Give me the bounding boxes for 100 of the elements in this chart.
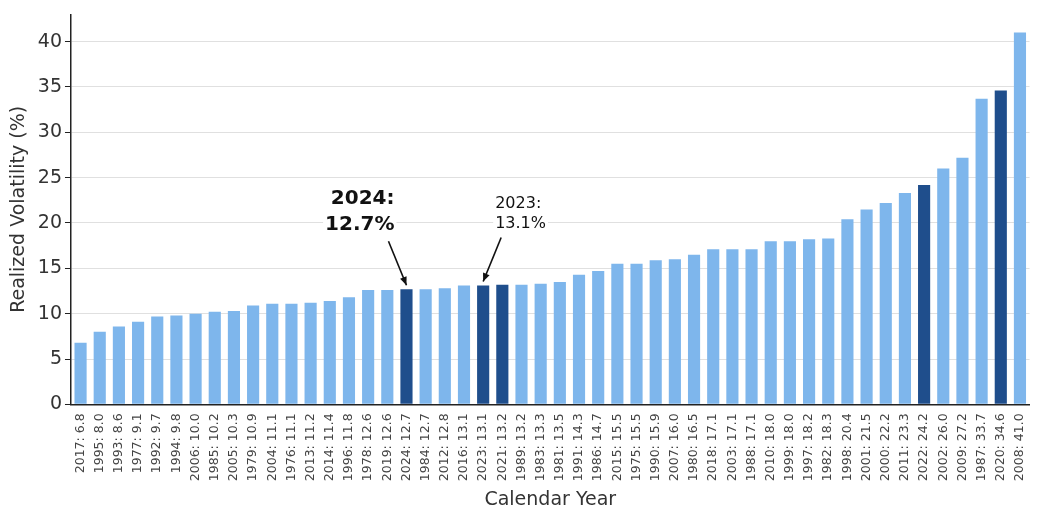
- x-tick-label: 1994: 9.8: [167, 413, 183, 474]
- bar: [572, 274, 586, 404]
- x-tick-label: 2001: 21.5: [857, 413, 873, 482]
- x-tick-label: 2011: 23.3: [896, 413, 912, 482]
- x-tick-label: 2023: 13.1: [474, 413, 490, 482]
- x-tick-label: 2004: 11.1: [263, 413, 279, 482]
- x-tick-label: 2005: 10.3: [225, 413, 241, 482]
- bar: [534, 283, 547, 404]
- x-tick-label: 2009: 27.2: [953, 413, 969, 482]
- bar: [515, 284, 528, 404]
- x-tick-label: 1983: 13.3: [531, 413, 547, 482]
- x-tick-label: 2015: 15.5: [608, 413, 624, 482]
- x-tick-label: 2002: 26.0: [934, 413, 950, 482]
- bar: [726, 249, 739, 404]
- x-tick-label: 2014: 11.4: [321, 413, 337, 482]
- bar: [860, 209, 873, 404]
- y-tick-label: 0: [49, 391, 62, 414]
- bar: [956, 157, 969, 404]
- x-tick-label: 2017: 6.8: [71, 413, 87, 474]
- y-tick-label: 15: [37, 255, 62, 278]
- bar: [170, 315, 183, 404]
- x-tick-label: 2019: 12.6: [378, 413, 394, 482]
- bar: [630, 263, 643, 404]
- bar: [266, 303, 279, 404]
- x-tick-label: 2007: 16.0: [666, 413, 682, 482]
- bar: [937, 168, 950, 404]
- bar: [93, 331, 106, 404]
- x-tick-label: 1999: 18.0: [781, 413, 797, 482]
- bar: [247, 305, 260, 404]
- bar: [841, 219, 854, 404]
- x-axis-title: Calendar Year: [484, 486, 617, 509]
- x-tick-label: 2016: 13.1: [455, 413, 471, 482]
- x-tick-label: 1986: 14.7: [589, 413, 605, 482]
- bar: [898, 193, 912, 404]
- x-tick-label: 1995: 8.0: [90, 413, 106, 474]
- bar: [707, 249, 720, 404]
- x-tick-label: 1984: 12.7: [416, 413, 432, 482]
- bar: [668, 259, 681, 404]
- bar: [745, 249, 758, 404]
- x-tick-label: 1978: 12.6: [359, 413, 375, 482]
- y-tick-label: 5: [49, 345, 62, 368]
- x-tick-label: 2008: 41.0: [1011, 413, 1027, 482]
- bar: [189, 313, 202, 404]
- x-tick-label: 2006: 10.0: [186, 413, 202, 482]
- x-tick-label: 2013: 11.2: [301, 413, 317, 482]
- y-tick-label: 35: [37, 73, 62, 96]
- bar: [783, 241, 796, 404]
- x-tick-label: 2003: 17.1: [723, 413, 739, 482]
- y-tick-label: 40: [37, 28, 62, 51]
- bar: [687, 254, 701, 404]
- bar: [151, 316, 164, 404]
- x-tick-label: 1976: 11.1: [282, 413, 298, 482]
- bar: [74, 342, 87, 404]
- x-tick-label: 1989: 13.2: [512, 413, 528, 482]
- y-tick-label: 10: [37, 300, 62, 323]
- x-tick-label: 1977: 9.1: [129, 413, 145, 474]
- x-tick-label: 2010: 18.0: [761, 413, 777, 482]
- x-tick-label: 2000: 22.2: [877, 413, 893, 482]
- annotation: 2023: 13.1%: [495, 192, 546, 232]
- bar: [438, 288, 451, 404]
- bar: [400, 289, 413, 404]
- bar: [1013, 32, 1027, 404]
- bar: [362, 290, 375, 404]
- x-tick-label: 2018: 17.1: [704, 413, 720, 482]
- bar: [342, 297, 356, 404]
- bar: [994, 90, 1007, 404]
- x-tick-label: 1993: 8.6: [110, 413, 126, 474]
- bar: [592, 271, 605, 404]
- x-tick-label: 1987: 33.7: [972, 413, 988, 482]
- bar: [285, 303, 298, 404]
- x-tick-label: 1982: 18.3: [819, 413, 835, 482]
- bar: [496, 284, 509, 404]
- y-tick-label: 20: [37, 209, 62, 232]
- x-tick-label: 1997: 18.2: [800, 413, 816, 482]
- bar: [975, 98, 988, 404]
- annotation: 2024: 12.7%: [325, 185, 395, 236]
- x-tick-label: 2021: 13.2: [493, 413, 509, 482]
- bar: [381, 290, 394, 404]
- bar: [553, 281, 566, 404]
- bar: [208, 311, 221, 404]
- x-tick-label: 2012: 12.8: [436, 413, 452, 482]
- x-tick-label: 2020: 34.6: [992, 413, 1008, 482]
- bar: [112, 326, 125, 404]
- x-tick-label: 1981: 13.5: [551, 413, 567, 482]
- bar: [822, 238, 835, 404]
- x-tick-label: 2024: 12.7: [397, 413, 413, 482]
- x-tick-label: 1996: 11.8: [340, 413, 356, 482]
- x-tick-label: 1992: 9.7: [148, 413, 164, 474]
- bar: [419, 289, 432, 404]
- bar: [323, 300, 336, 404]
- x-tick-label: 1998: 20.4: [838, 413, 854, 482]
- bar: [918, 184, 931, 404]
- bar: [227, 310, 241, 404]
- bar: [803, 239, 816, 404]
- y-tick-label: 25: [37, 164, 62, 187]
- bar: [649, 260, 662, 404]
- x-tick-label: 2022: 24.2: [915, 413, 931, 482]
- x-tick-label: 1985: 10.2: [206, 413, 222, 482]
- bar: [304, 302, 317, 404]
- x-tick-label: 1979: 10.9: [244, 413, 260, 482]
